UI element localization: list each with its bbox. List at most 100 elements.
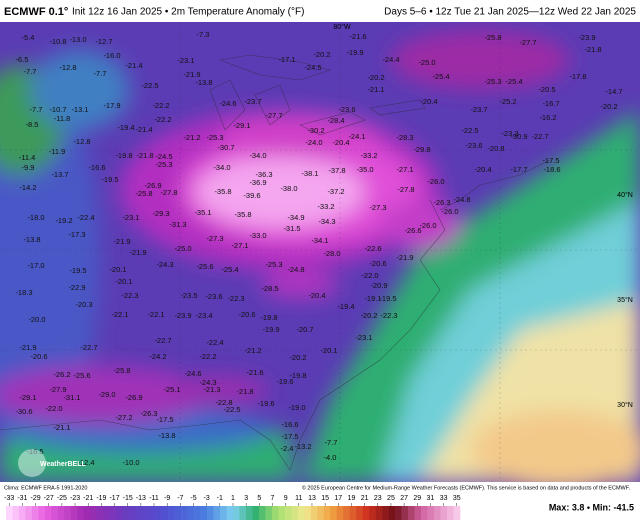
- colorbar-tick-label: 5: [257, 495, 261, 502]
- value-label: -19.0: [288, 403, 305, 412]
- value-label: -22.1: [147, 310, 164, 319]
- value-label: -26.2: [53, 370, 70, 379]
- value-label: -25.3: [265, 260, 282, 269]
- value-label: -4.0: [324, 453, 337, 462]
- value-label: -35.8: [234, 210, 251, 219]
- value-label: -23.5: [180, 291, 197, 300]
- value-label: -24.6: [219, 99, 236, 108]
- value-label: -20.4: [474, 165, 491, 174]
- colorbar-tick-label: -33: [4, 495, 14, 502]
- colorbar-tick-label: 25: [387, 495, 395, 502]
- value-label: -20.7: [296, 325, 313, 334]
- value-label: -25.4: [432, 72, 449, 81]
- colorbar-cell: [291, 506, 299, 520]
- lat-label: 30°N: [617, 401, 633, 409]
- value-label: -39.6: [243, 191, 260, 200]
- value-label: -21.6: [349, 32, 366, 41]
- colorbar-tick-label: 21: [361, 495, 369, 502]
- colorbar-cell: [155, 506, 162, 520]
- lat-label: 35°N: [617, 296, 633, 304]
- value-label: -20.2: [367, 73, 384, 82]
- colorbar-tick-label: -9: [164, 495, 170, 502]
- value-label: -19.4: [337, 302, 354, 311]
- value-label: -13.2: [294, 442, 311, 451]
- value-label: -11.8: [54, 114, 71, 123]
- colorbar-tick-label: 27: [400, 495, 408, 502]
- colorbar-cell: [194, 506, 201, 520]
- value-label: -16.7: [542, 99, 559, 108]
- value-label: -22.7: [154, 336, 171, 345]
- value-label: -26.3: [140, 409, 157, 418]
- value-label: -20.2: [600, 102, 617, 111]
- value-label: -28.5: [261, 284, 278, 293]
- value-label: -12.7: [95, 37, 112, 46]
- value-label: -25.4: [505, 77, 522, 86]
- value-label: -7.7: [30, 105, 43, 114]
- colorbar-tick-label: -19: [96, 495, 106, 502]
- colorbar-cell: [148, 506, 156, 520]
- climo-note: Clima: ECMWF ERA-5 1991-2020: [4, 485, 87, 491]
- value-label: -7.7: [24, 67, 37, 76]
- value-label: -28.3: [396, 133, 413, 142]
- value-label: -22.5: [461, 126, 478, 135]
- value-label: -23.7: [244, 97, 261, 106]
- value-label: -36.3: [255, 170, 272, 179]
- value-label: -22.0: [45, 404, 62, 413]
- value-label: -18.0: [27, 213, 44, 222]
- value-label: -7.7: [325, 438, 338, 447]
- value-label: -19.8: [260, 313, 277, 322]
- value-label: -6.5: [16, 55, 29, 64]
- value-label: -19.5: [379, 294, 396, 303]
- value-label: -25.2: [499, 97, 516, 106]
- value-label: -22.3: [380, 311, 397, 320]
- colorbar-cell: [382, 506, 389, 520]
- value-label: -26.0: [427, 177, 444, 186]
- value-label: -17.1: [278, 55, 295, 64]
- colorbar-cell: [310, 506, 318, 520]
- colorbar-cell: [129, 506, 137, 520]
- value-label: -21.6: [246, 368, 263, 377]
- value-label: -19.8: [289, 371, 306, 380]
- colorbar-cell: [330, 506, 338, 520]
- value-label: -22.3: [227, 294, 244, 303]
- colorbar-tick-label: -25: [57, 495, 67, 502]
- value-label: -35.8: [214, 187, 231, 196]
- value-label: -10.0: [122, 458, 139, 467]
- colorbar-tick-label: 33: [440, 495, 448, 502]
- colorbar-cell: [122, 506, 130, 520]
- map: -5.4 -10.8 -13.0 -12.7-7.3-20.2-21.6 -25.8-2…: [0, 22, 640, 482]
- value-label: -34.1: [311, 236, 328, 245]
- value-label: -16.5: [26, 447, 43, 456]
- value-label: -19.5: [101, 175, 118, 184]
- colorbar-tick-label: 1: [231, 495, 235, 502]
- colorbar-tick-label: 11: [295, 495, 302, 502]
- value-label: -25.8: [484, 33, 501, 42]
- colorbar-cell: [414, 506, 422, 520]
- colorbar-cell: [142, 506, 149, 520]
- colorbar-cell: [161, 506, 169, 520]
- colorbar-cell: [233, 506, 240, 520]
- value-label: -20.2: [360, 311, 377, 320]
- value-label: -23.1: [122, 213, 139, 222]
- period-title: Days 5–6 • 12z Tue 21 Jan 2025—12z Wed 2…: [384, 7, 636, 18]
- colorbar-cell: [297, 506, 305, 520]
- logo-mark: [18, 449, 46, 477]
- colorbar-tick-label: -17: [109, 495, 119, 502]
- colorbar-tick-label: -21: [83, 495, 93, 502]
- colorbar-cell: [57, 506, 65, 520]
- value-label: -27.1: [396, 165, 413, 174]
- colorbar-cell: [220, 506, 227, 520]
- colorbar-cell: [395, 506, 402, 520]
- value-label: -27.7: [265, 111, 282, 120]
- colorbar-cell: [278, 506, 286, 520]
- colorbar-cell: [77, 506, 85, 520]
- colorbar-cell: [200, 506, 208, 520]
- value-label: -27.8: [397, 185, 414, 194]
- value-label: -17.5: [156, 415, 173, 424]
- value-label: -26.9: [125, 393, 142, 402]
- value-label: -28.0: [323, 249, 340, 258]
- colorbar-tick-label: 3: [244, 495, 248, 502]
- value-label: -34.0: [213, 163, 230, 172]
- value-label: -24.4: [382, 55, 399, 64]
- colorbar-cell: [226, 506, 234, 520]
